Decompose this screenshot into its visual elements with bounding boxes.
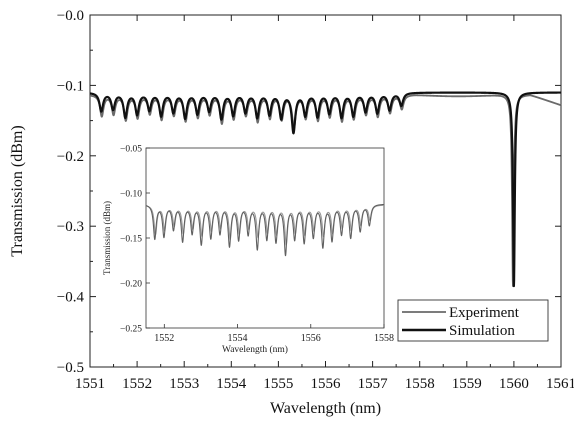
main-plot: 1551 1552 1553 1554 1555 1556 1557 1558 1559 1560… bbox=[9, 8, 574, 417]
x-tick-label: 1552 bbox=[122, 376, 152, 392]
y-tick-label: −0.5 bbox=[57, 360, 84, 376]
inset-x-tick-label: 1556 bbox=[301, 333, 321, 344]
inset-x-axis-label: Wavelength (nm) bbox=[222, 344, 288, 355]
x-tick-label: 1556 bbox=[311, 376, 342, 392]
legend-box bbox=[397, 299, 549, 342]
series-line-simulation bbox=[89, 91, 562, 288]
legend: Experiment Simulation bbox=[397, 299, 549, 342]
x-tick-label: 1557 bbox=[358, 376, 389, 392]
inset-y-axis-label: Transmission (dBm) bbox=[102, 201, 112, 275]
x-tick-label: 1553 bbox=[169, 376, 199, 392]
inset-background bbox=[102, 140, 392, 358]
legend-label-simulation: Simulation bbox=[449, 323, 515, 339]
y-tick-label: −0.4 bbox=[57, 290, 85, 306]
inset-x-tick-label: 1554 bbox=[228, 333, 248, 344]
legend-label-experiment: Experiment bbox=[449, 305, 520, 321]
inset-y-tick-label: −0.15 bbox=[120, 235, 142, 245]
x-tick-label: 1555 bbox=[263, 376, 293, 392]
y-axis-label: Transmission (dBm) bbox=[9, 125, 26, 256]
inset-y-tick-label: −0.25 bbox=[120, 325, 142, 335]
y-tick-label: −0.2 bbox=[57, 149, 84, 165]
x-tick-label: 1554 bbox=[216, 376, 247, 392]
inset-y-tick-label: −0.10 bbox=[120, 190, 142, 200]
inset-plot: 1552 1554 1556 1558 −0.05 −0.10 −0.15 −0.20 −0.2… bbox=[102, 140, 394, 358]
inset-x-tick-label: 1558 bbox=[374, 333, 394, 344]
y-tick-label: −0.1 bbox=[57, 78, 84, 94]
y-tick-label: −0.0 bbox=[57, 8, 84, 24]
x-tick-label: 1560 bbox=[499, 376, 529, 392]
x-tick-label: 1559 bbox=[452, 376, 482, 392]
inset-y-tick-label: −0.05 bbox=[120, 145, 142, 155]
x-tick-label: 1558 bbox=[405, 376, 435, 392]
x-axis-label: Wavelength (nm) bbox=[270, 400, 381, 417]
y-tick-label: −0.3 bbox=[57, 219, 84, 235]
x-tick-label: 1551 bbox=[75, 376, 105, 392]
inset-x-tick-label: 1552 bbox=[154, 333, 174, 344]
inset-series-line-simulation bbox=[145, 203, 385, 257]
inset-y-tick-label: −0.20 bbox=[120, 280, 142, 290]
x-tick-label: 1561 bbox=[546, 376, 574, 392]
